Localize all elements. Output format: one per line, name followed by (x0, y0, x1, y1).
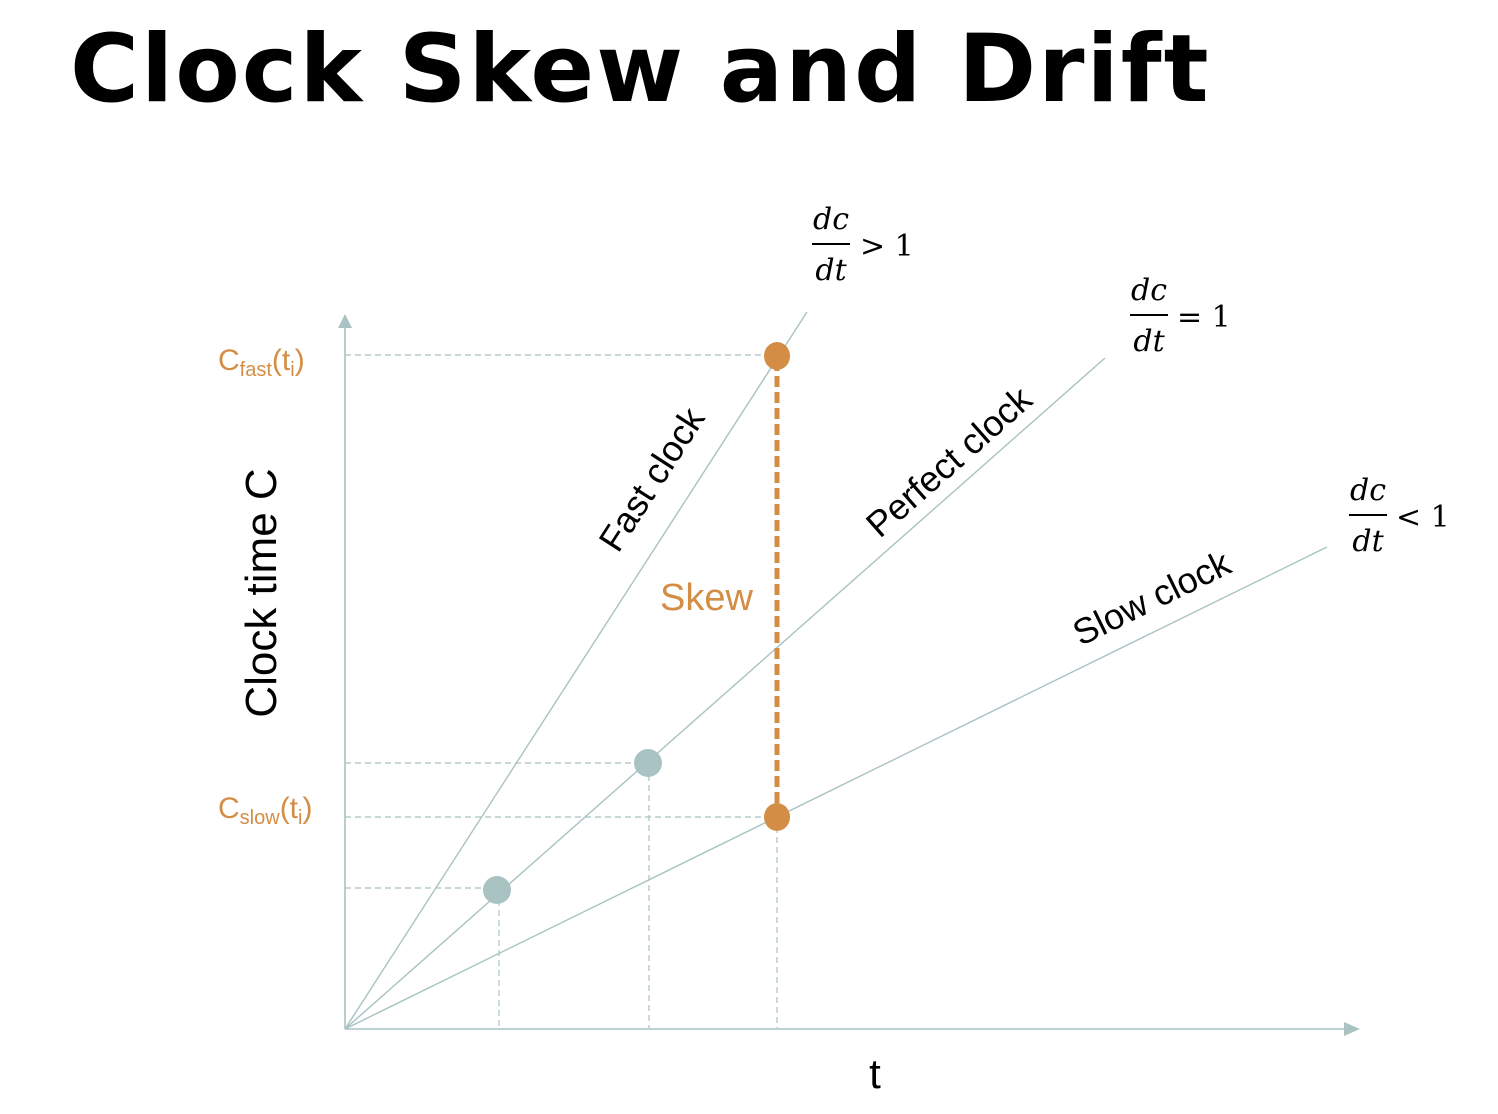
guide-lines (345, 354, 778, 1028)
rate-fast-denominator: dt (815, 253, 847, 288)
slide-title: Clock Skew and Drift (70, 15, 1211, 124)
rate-fast-relation: > 1 (860, 229, 914, 264)
tick-fast-label: Cfast(ti) (218, 344, 305, 381)
rate-fast-numerator: dc (813, 202, 849, 237)
rate-fast-formula: dc dt > 1 (812, 202, 914, 288)
slow-clock-line (344, 546, 1328, 1030)
perfect-clock-line (344, 357, 1106, 1030)
slow-clock-label: Slow clock (1066, 542, 1238, 654)
rate-slow-numerator: dc (1350, 473, 1386, 508)
y-axis-label: Clock time C (237, 468, 286, 717)
y-axis-arrowhead (338, 314, 352, 328)
clock-lines (344, 311, 1328, 1030)
point-perfect-lower (483, 876, 511, 904)
rate-perfect-formula: dc dt = 1 (1130, 273, 1231, 359)
perfect-clock-label: Perfect clock (858, 377, 1040, 545)
point-perfect-upper (634, 749, 662, 777)
x-axis-arrowhead (1344, 1022, 1360, 1036)
rate-slow-relation: < 1 (1396, 500, 1450, 535)
rate-perfect-denominator: dt (1133, 324, 1165, 359)
fast-clock-label: Fast clock (590, 399, 713, 558)
rate-perfect-numerator: dc (1131, 273, 1167, 308)
point-fast (764, 342, 790, 370)
rate-perfect-relation: = 1 (1177, 300, 1231, 335)
rate-slow-denominator: dt (1352, 524, 1384, 559)
point-slow (764, 803, 790, 831)
rate-slow-formula: dc dt < 1 (1349, 473, 1450, 559)
skew-label: Skew (660, 577, 753, 619)
fast-clock-line (344, 311, 808, 1030)
tick-slow-label: Cslow(ti) (218, 792, 312, 829)
axes (344, 322, 1350, 1030)
x-axis-label: t (869, 1050, 881, 1097)
